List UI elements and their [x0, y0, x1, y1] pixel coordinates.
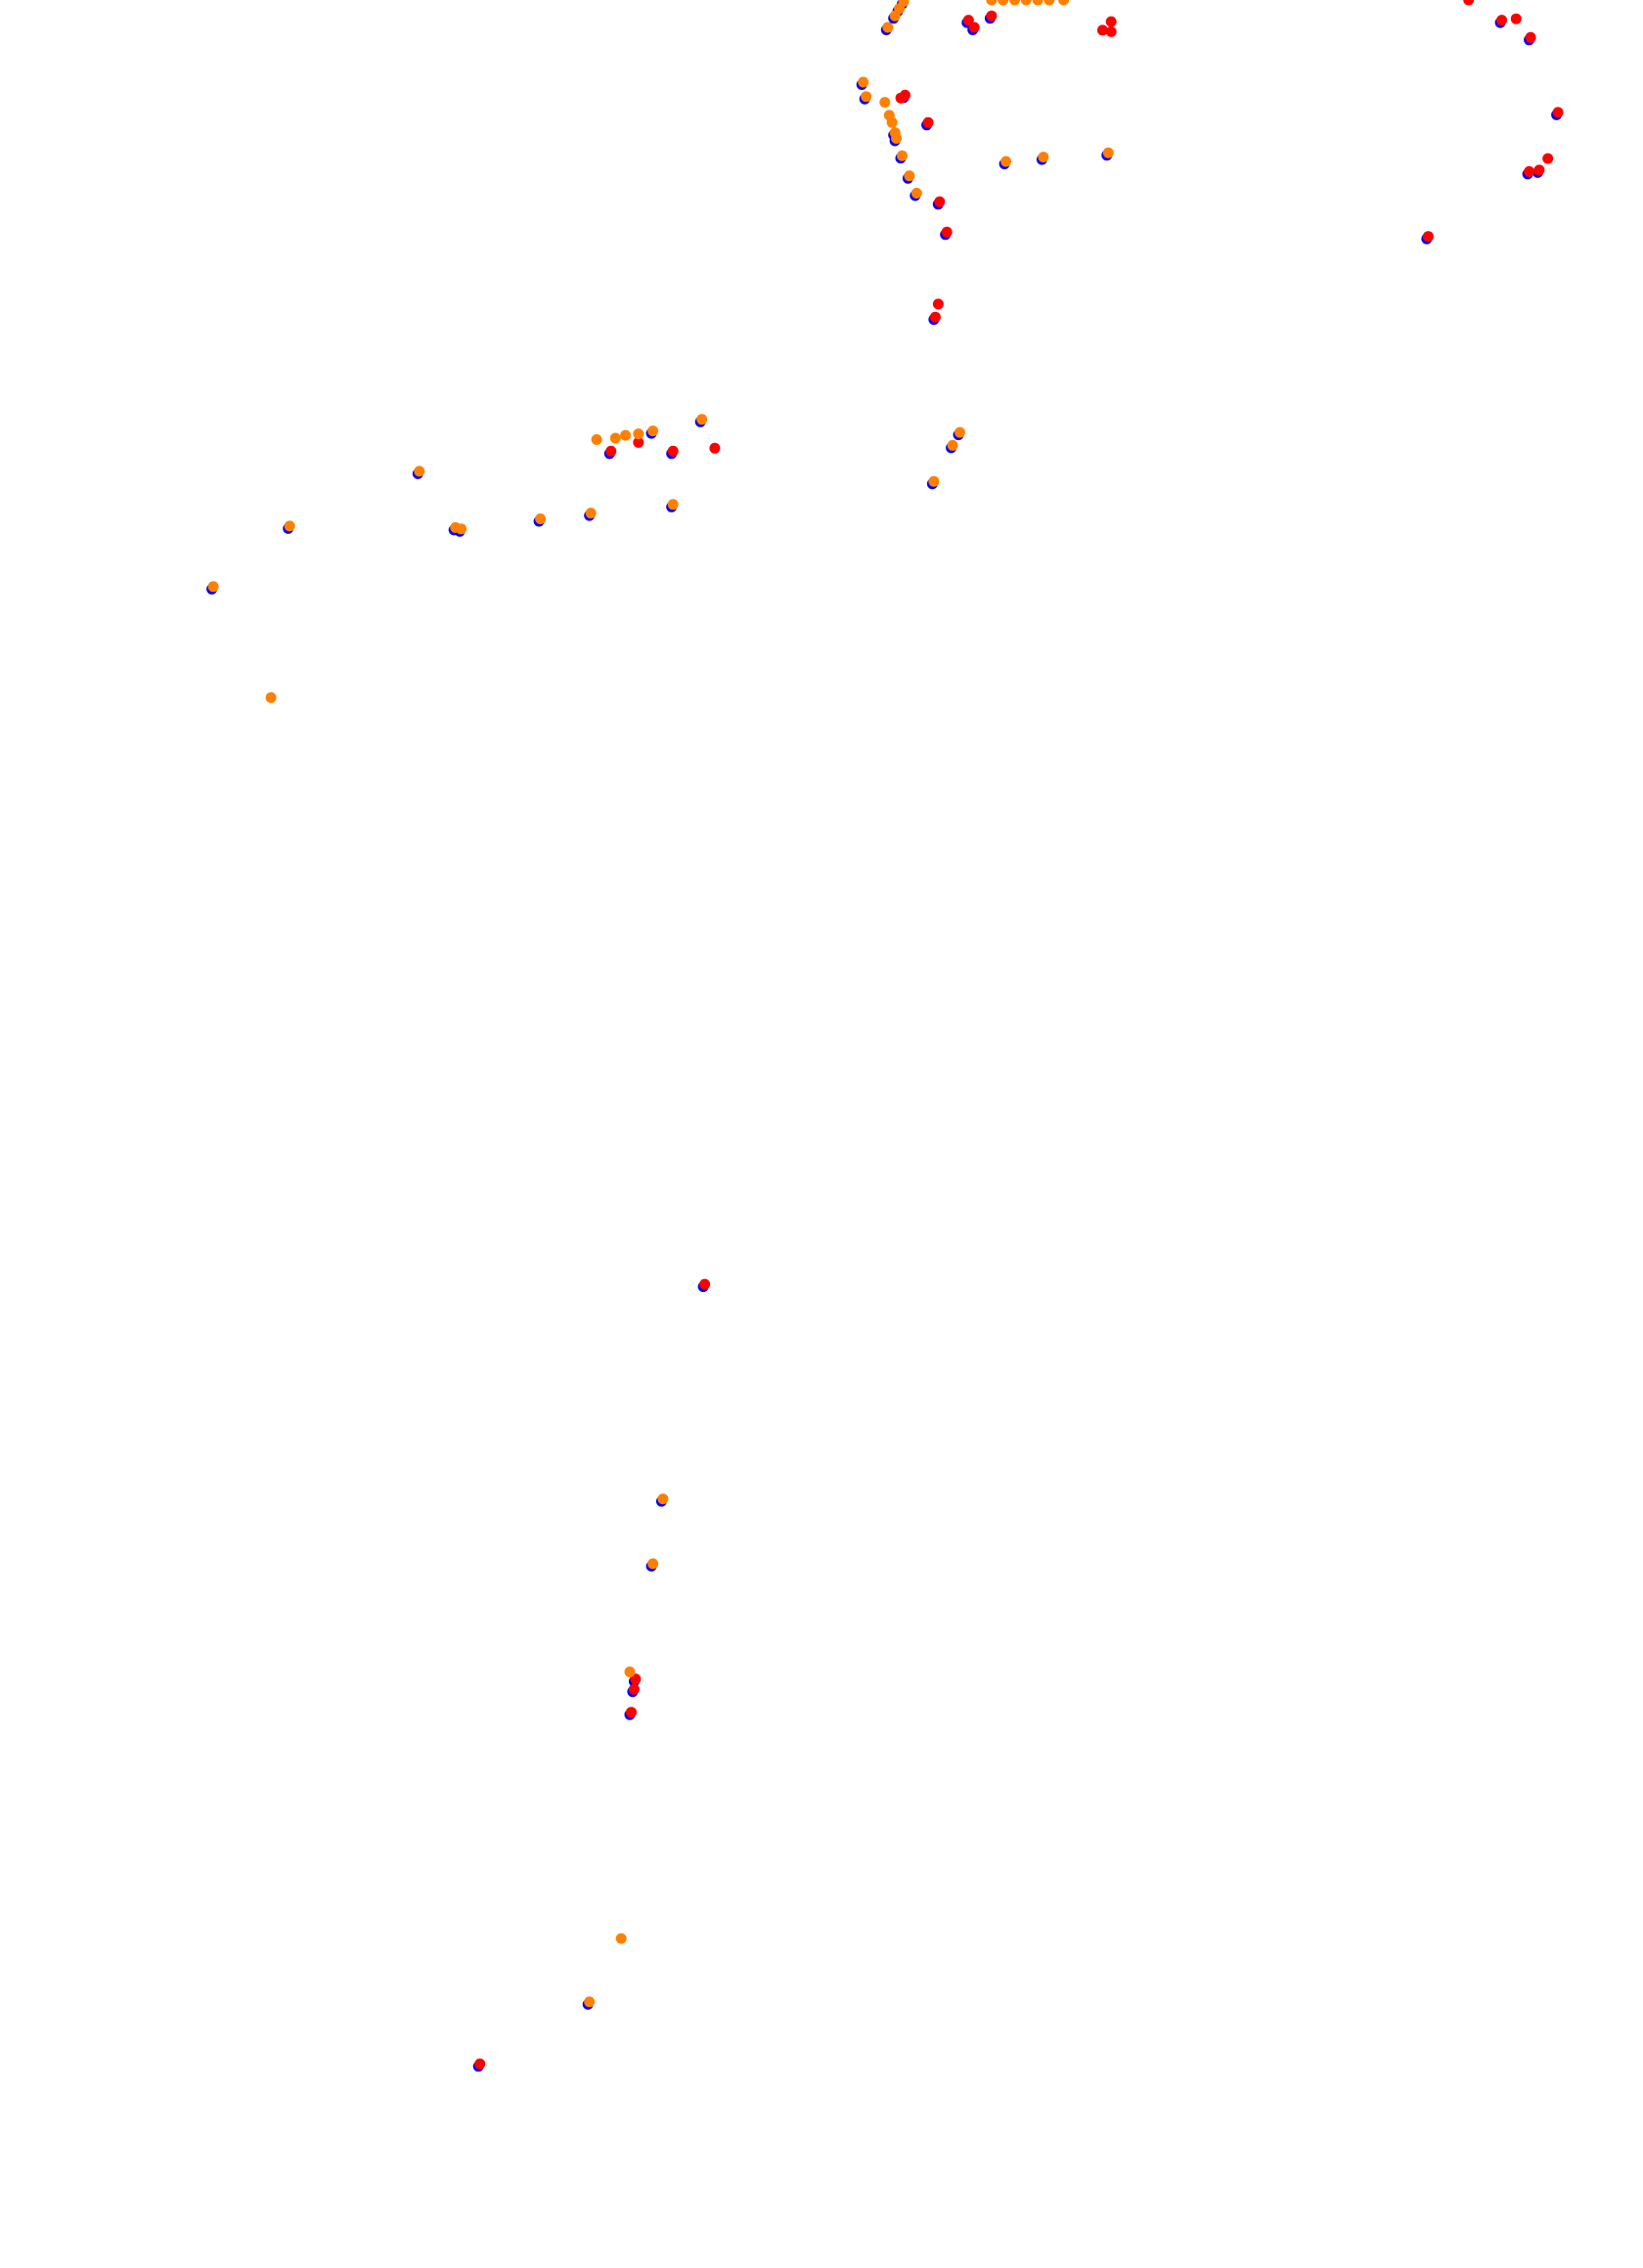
- data-point-series-1-7: [1496, 15, 1508, 26]
- data-point-series-1-23: [667, 445, 679, 457]
- data-point-series-1-5: [1105, 25, 1117, 37]
- data-points: [206, 0, 1564, 2072]
- data-point-series-1-12: [922, 116, 934, 128]
- data-point-series-2-34: [535, 513, 547, 524]
- data-point-series-2-41: [928, 475, 940, 487]
- data-point-series-1-15: [1552, 107, 1564, 118]
- data-point-series-2-42: [657, 1493, 669, 1505]
- data-point-series-2-10: [1058, 0, 1070, 6]
- data-point-series-1-8: [1510, 13, 1522, 24]
- data-point-series-1-13: [934, 196, 946, 207]
- data-point-series-1-20: [932, 298, 944, 310]
- data-point-series-2-13: [879, 97, 891, 109]
- data-point-series-2-18: [897, 150, 908, 161]
- data-point-series-2-21: [1000, 156, 1012, 167]
- data-point-series-2-15: [886, 116, 898, 128]
- data-point-series-1-21: [929, 311, 941, 323]
- data-point-series-2-4: [986, 0, 998, 6]
- data-point-series-1-30: [474, 2058, 486, 2069]
- data-point-series-2-24: [696, 414, 708, 425]
- data-point-series-1-26: [699, 1278, 711, 1290]
- data-point-series-1-17: [1533, 164, 1545, 176]
- data-point-series-1-11: [900, 89, 910, 101]
- data-point-series-1-14: [941, 226, 953, 238]
- data-point-series-2-20: [910, 188, 922, 199]
- data-point-series-2-36: [667, 499, 679, 511]
- data-point-series-1-24: [633, 436, 644, 448]
- data-point-series-2-7: [1020, 0, 1032, 6]
- data-point-series-2-33: [456, 523, 467, 535]
- data-point-series-1-27: [630, 1673, 642, 1685]
- data-point-series-1-29: [626, 1707, 637, 1718]
- data-point-series-1-2: [986, 10, 998, 22]
- data-point-series-1-25: [605, 445, 617, 457]
- data-point-series-2-31: [284, 520, 295, 532]
- data-point-series-2-30: [414, 466, 425, 477]
- data-point-series-2-11: [858, 76, 869, 88]
- data-point-series-2-43: [647, 1558, 659, 1570]
- data-point-series-2-6: [1009, 0, 1020, 6]
- data-point-series-2-39: [955, 426, 965, 438]
- data-point-series-2-45: [615, 1933, 627, 1944]
- data-point-series-2-12: [861, 91, 872, 103]
- data-point-series-2-5: [998, 0, 1009, 6]
- data-point-series-1-0: [962, 15, 974, 26]
- data-point-series-1-9: [1525, 31, 1536, 43]
- data-point-series-2-28: [609, 432, 621, 444]
- data-point-series-1-28: [628, 1683, 640, 1695]
- data-point-series-1-16: [1542, 153, 1554, 164]
- data-point-series-2-22: [1038, 152, 1049, 163]
- data-point-series-2-44: [624, 1667, 636, 1677]
- data-point-series-1-3: [1096, 24, 1108, 36]
- data-point-series-1-19: [1422, 231, 1434, 243]
- data-point-series-1-6: [1463, 0, 1475, 6]
- data-point-series-1-18: [1524, 165, 1535, 177]
- data-point-series-2-40: [947, 439, 958, 451]
- data-point-series-2-3: [882, 22, 894, 33]
- data-point-series-2-23: [1102, 147, 1114, 158]
- data-point-series-2-46: [584, 1996, 596, 2008]
- data-point-series-2-19: [904, 170, 915, 182]
- data-point-series-2-29: [591, 434, 602, 445]
- data-point-series-2-2: [889, 10, 901, 22]
- data-point-series-2-17: [891, 133, 903, 144]
- data-point-series-1-22: [709, 442, 721, 454]
- data-point-series-2-25: [647, 425, 659, 437]
- data-point-series-1-1: [968, 22, 980, 33]
- data-point-series-2-26: [633, 428, 644, 440]
- data-point-series-2-38: [265, 691, 277, 703]
- data-point-series-2-27: [620, 429, 632, 441]
- data-point-series-2-37: [207, 581, 219, 593]
- data-point-series-1-4: [1105, 16, 1117, 27]
- data-point-series-2-8: [1032, 0, 1044, 6]
- data-point-series-2-9: [1044, 0, 1055, 6]
- data-point-series-2-35: [585, 508, 597, 519]
